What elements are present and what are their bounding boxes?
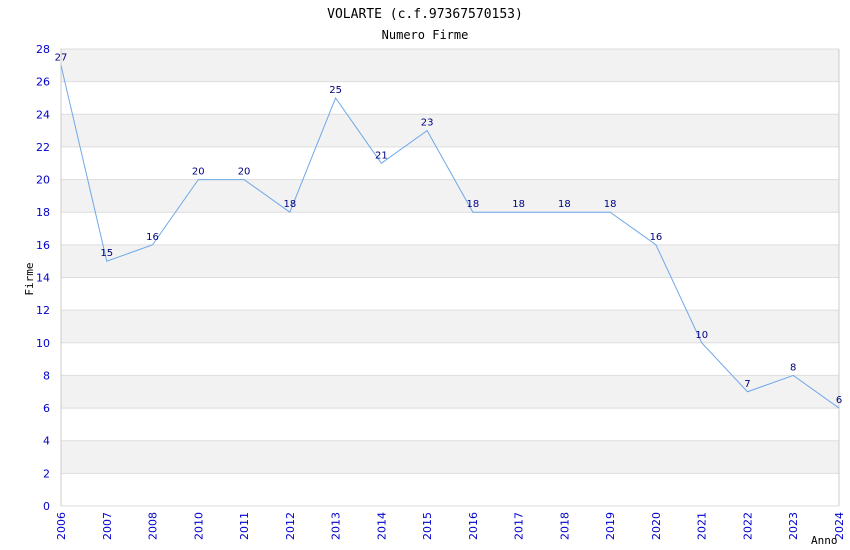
x-tick-label: 2017 [513,512,526,540]
plot-band [61,114,839,147]
y-tick-label: 4 [43,435,50,448]
plot-band [61,342,839,376]
x-tick-label: 2006 [55,512,68,540]
y-tick-label: 2 [43,467,50,480]
y-tick-label: 10 [36,337,50,350]
x-tick-label: 2016 [467,512,480,540]
plot-band [61,440,839,474]
y-tick-label: 20 [36,174,50,187]
x-axis-label: Anno [811,534,838,547]
data-label: 21 [375,150,388,161]
y-tick-label: 26 [36,76,50,89]
plot-band [61,179,839,213]
x-tick-label: 2024 [833,512,846,540]
plot-band [61,473,839,506]
chart-subtitle: Numero Firme [382,28,469,42]
data-label: 20 [192,167,205,178]
data-label: 7 [744,379,750,390]
y-tick-label: 28 [36,43,50,56]
x-tick-label: 2011 [238,512,251,540]
y-tick-label: 6 [43,402,50,415]
data-label: 16 [146,232,159,243]
y-tick-label: 12 [36,304,50,317]
grid-lines [60,48,840,507]
data-label: 25 [329,85,342,96]
y-tick-label: 22 [36,141,50,154]
plot-band [61,408,839,441]
x-tick-label: 2014 [375,512,388,540]
data-label: 6 [836,395,842,406]
x-tick-label: 2010 [192,512,205,540]
x-tick-label: 2022 [741,512,754,540]
plot-band [61,81,839,115]
data-label: 18 [604,199,617,210]
data-label: 27 [55,52,68,63]
y-tick-label: 8 [43,369,50,382]
plot-band [61,277,839,311]
x-tick-label: 2023 [787,512,800,540]
x-tick-label: 2019 [604,512,617,540]
x-tick-label: 2007 [101,512,114,540]
y-tick-label: 0 [43,500,50,513]
x-tick-label: 2021 [696,512,709,540]
x-tick-label: 2020 [650,512,663,540]
data-label: 16 [650,232,663,243]
plot-band [61,244,839,278]
data-label: 18 [467,199,480,210]
y-tick-label: 18 [36,206,50,219]
data-label: 18 [283,199,296,210]
data-labels: 27 15 16 20 20 18 25 21 23 18 18 18 18 16 10 7 8 6 [55,52,843,406]
data-label: 20 [238,167,251,178]
chart-title: VOLARTE (c.f.97367570153) [327,7,523,22]
data-label: 23 [421,118,434,129]
series-line [60,65,840,409]
data-label: 8 [790,362,796,373]
y-tick-label: 24 [36,108,50,121]
plot-band [61,49,839,82]
plot-band [61,310,839,343]
plot-bands [61,49,839,506]
y-tick-label: 16 [36,239,50,252]
x-tick-label: 2015 [421,512,434,540]
data-label: 18 [558,199,571,210]
y-axis-label: Firme [23,262,36,295]
x-tick-label: 2018 [558,512,571,540]
x-tick-label: 2013 [330,512,343,540]
y-tick-label: 14 [36,272,50,285]
x-tick-label: 2012 [284,512,297,540]
x-tick-labels: 2006 2007 2008 2010 2011 2012 2013 2014 2015 2016… [55,512,846,540]
data-label: 15 [100,248,113,259]
x-tick-label: 2008 [147,512,160,540]
data-label: 18 [512,199,525,210]
plot-band [61,212,839,245]
data-label: 10 [695,330,708,341]
plot-band [61,375,839,409]
plot-band [61,146,839,180]
